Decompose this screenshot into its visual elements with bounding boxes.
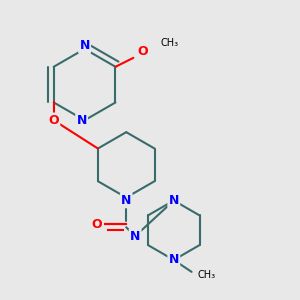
Text: O: O [137,45,148,58]
Text: CH₃: CH₃ [160,38,178,48]
Text: N: N [169,254,179,266]
Text: N: N [169,194,179,207]
Text: CH₃: CH₃ [198,270,216,280]
Text: N: N [80,40,90,52]
Text: N: N [121,194,131,207]
Text: O: O [48,114,59,127]
Text: O: O [91,218,102,231]
Text: N: N [76,114,87,127]
Text: N: N [130,230,140,243]
